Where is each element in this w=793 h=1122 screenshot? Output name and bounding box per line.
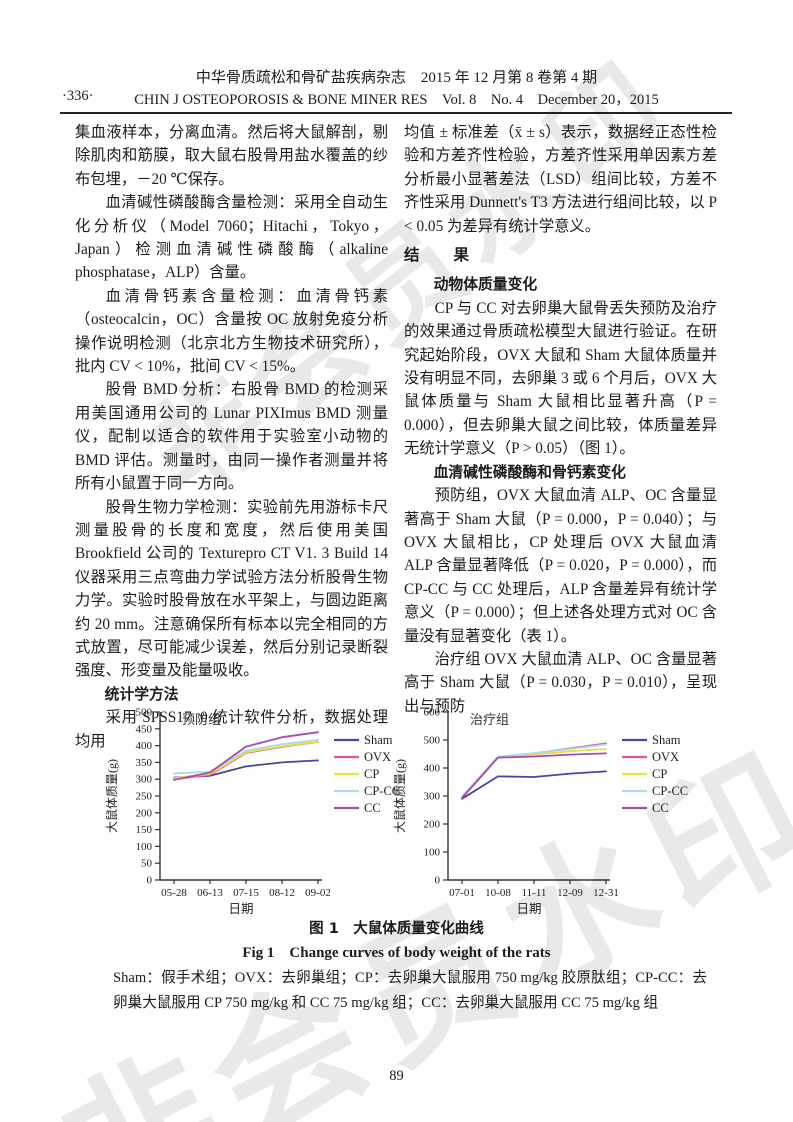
treatment-group-chart: 0 100 200 300 400 500 600 07-01 10-08 11-11 12-09 1… (393, 707, 688, 917)
legend-label-OVX: OVX (364, 750, 391, 764)
y-axis-title: 大鼠体质量(g) (393, 759, 407, 833)
paragraph-prevention-alp: 预防组，OVX 大鼠血清 ALP、OC 含量显著高于 Sham 大鼠（P = 0… (404, 487, 717, 645)
y-tick-label: 150 (136, 824, 153, 836)
y-tick-label: 300 (424, 791, 441, 803)
header-rule (60, 112, 732, 114)
paragraph-body-weight: CP 与 CC 对去卵巢大鼠骨丢失预防及治疗的效果通过骨质疏松模型大鼠进行验证。… (404, 299, 717, 458)
figure-caption-en: Fig 1 Change curves of body weight of th… (242, 945, 551, 961)
chart-title: 治疗组 (470, 712, 509, 727)
x-tick-label: 07-01 (449, 887, 475, 899)
y-tick-label: 450 (136, 723, 153, 735)
heading-alp-oc-change: 血清碱性磷酸酶和骨钙素变化 (433, 463, 626, 481)
left-column: 集血液样本，分离血清。然后将大鼠解剖，剔除肌肉和筋膜，取大鼠右股骨用盐水覆盖的纱… (75, 121, 388, 753)
paragraph-alp-detection: 血清碱性磷酸酶含量检测：采用全自动生化分析仪（Model 7060；Hitach… (75, 194, 388, 282)
paragraph-biomechanics: 股骨生物力学检测：实验前先用游标卡尺测量股骨的长度和宽度，然后使用美国 Broo… (75, 498, 388, 680)
x-tick-label: 05-28 (161, 887, 187, 899)
y-tick-label: 400 (136, 740, 153, 752)
figure-legend-note: Sham：假手术组；OVX：去卵巢组；CP：去卵巢大鼠服用 750 mg/kg … (113, 970, 707, 1011)
paragraph-bmd-analysis: 股骨 BMD 分析：右股骨 BMD 的检测采用美国通用公司的 Lunar PIX… (75, 381, 388, 493)
heading-statistical-methods: 统计学方法 (104, 685, 179, 703)
chart-line-Sham (461, 770, 607, 800)
right-column: 均值 ± 标准差（x̄ ± s）表示，数据经正态性检验和方差齐性检验，方差齐性采… (404, 121, 717, 718)
page-number-label: ·336· (62, 88, 94, 104)
chart-line-CC (461, 752, 607, 799)
footer-page-number: 89 (389, 1068, 404, 1084)
x-tick-label: 11-11 (522, 887, 547, 899)
legend-label-Sham: Sham (364, 733, 393, 747)
paragraph-statistics-continued: 均值 ± 标准差（x̄ ± s）表示，数据经正态性检验和方差齐性检验，方差齐性采… (404, 124, 717, 235)
legend-label-CP: CP (364, 767, 379, 781)
y-tick-label: 50 (141, 858, 153, 870)
prevention-group-chart: 0 50 100 150 200 250 300 350 400 450 500 05-28 06-13… (105, 707, 400, 917)
y-axis-title: 大鼠体质量(g) (105, 759, 119, 833)
legend-label-OVX: OVX (652, 750, 679, 764)
heading-results: 结 果 (404, 246, 471, 265)
paragraph-oc-detection: 血清骨钙素含量检测：血清骨钙素（osteocalcin，OC）含量按 OC 放射… (75, 287, 388, 376)
journal-title-cn: 中华骨质疏松和骨矿盐疾病杂志 2015 年 12 月第 8 卷第 4 期 (195, 70, 598, 86)
y-tick-label: 400 (424, 763, 441, 775)
chart-line-OVX (461, 742, 607, 798)
x-tick-label: 07-15 (233, 887, 259, 899)
chart-line-CP-CC (461, 743, 607, 798)
chart-line-CP-CC (173, 739, 319, 775)
y-tick-label: 500 (424, 735, 441, 747)
y-tick-label: 350 (136, 757, 153, 769)
chart-title: 预防组 (182, 712, 221, 727)
x-axis-title: 日期 (516, 902, 541, 916)
x-tick-label: 10-08 (485, 887, 511, 899)
journal-title-en: CHIN J OSTEOPOROSIS & BONE MINER RES Vol… (134, 92, 659, 108)
y-tick-label: 0 (435, 875, 441, 887)
legend-label-Sham: Sham (652, 733, 681, 747)
x-tick-label: 09-02 (305, 887, 331, 899)
legend-label-CP-CC: CP-CC (652, 784, 688, 798)
paragraph-sample-collection: 集血液样本，分离血清。然后将大鼠解剖，剔除肌肉和筋膜，取大鼠右股骨用盐水覆盖的纱… (75, 124, 388, 188)
figure-caption-cn: 图 1 大鼠体质量变化曲线 (309, 921, 484, 937)
x-tick-label: 08-12 (269, 887, 295, 899)
y-tick-label: 0 (147, 875, 153, 887)
paragraph-treatment-alp: 治疗组 OVX 大鼠血清 ALP、OC 含量显著高于 Sham 大鼠（P = 0… (404, 650, 717, 715)
y-tick-label: 200 (424, 819, 441, 831)
y-tick-label: 100 (136, 841, 153, 853)
y-tick-label: 600 (424, 707, 441, 719)
x-tick-label: 12-09 (557, 887, 583, 899)
y-tick-label: 100 (424, 847, 441, 859)
legend-label-CP: CP (652, 767, 667, 781)
chart-line-CC (173, 731, 319, 781)
paragraph-spss: 采用 SPSS17. 0 统计软件分析，数据处理均用 (75, 709, 388, 750)
journal-header-row: ·336· CHIN J OSTEOPOROSIS & BONE MINER R… (0, 88, 793, 109)
legend-label-CC: CC (364, 801, 381, 815)
y-tick-label: 300 (136, 774, 153, 786)
y-tick-label: 500 (136, 707, 153, 719)
x-tick-label: 12-31 (593, 887, 619, 899)
legend-label-CP-CC: CP-CC (364, 784, 400, 798)
legend-label-CC: CC (652, 801, 669, 815)
y-tick-label: 250 (136, 791, 153, 803)
heading-body-weight-change: 动物体质量变化 (433, 276, 538, 294)
x-tick-label: 06-13 (197, 887, 223, 899)
y-tick-label: 200 (136, 807, 153, 819)
x-axis-title: 日期 (228, 902, 253, 916)
